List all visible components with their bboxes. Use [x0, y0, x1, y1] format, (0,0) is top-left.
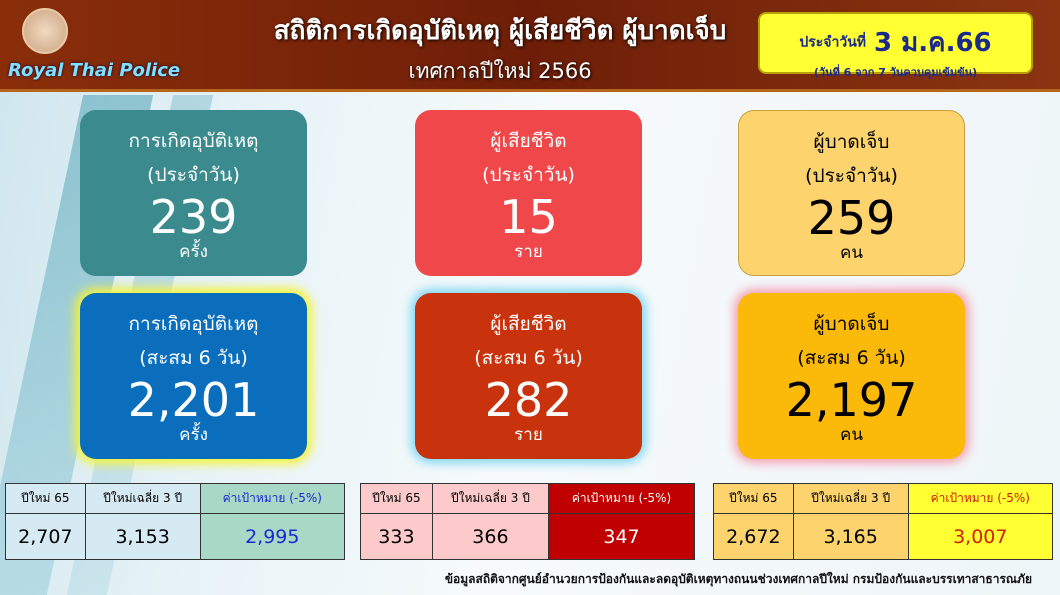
- date-label: ประจำวันที่: [799, 34, 867, 51]
- logo-text: Royal Thai Police: [8, 60, 181, 81]
- card-injuries-cumulative: ผู้บาดเจ็บ (สะสม 6 วัน) 2,197 คน: [738, 293, 965, 459]
- date-value: 3 ม.ค.66: [874, 28, 992, 58]
- header-bar: Royal Thai Police สถิติการเกิดอุบัติเหตุ…: [0, 0, 1060, 92]
- card-accidents-cumulative: การเกิดอุบัติเหตุ (สะสม 6 วัน) 2,201 ครั้ง: [80, 293, 307, 459]
- page-subtitle: เทศกาลปีใหม่ 2566: [408, 59, 592, 83]
- page-title: สถิติการเกิดอุบัติเหตุ ผู้เสียชีวิต ผู้บ…: [273, 16, 727, 46]
- accidents-comparison-table: ปีใหม่ 65 ปีใหม่เฉลี่ย 3 ปี ค่าเป้าหมาย (-…: [5, 483, 346, 560]
- footer-source-note: ข้อมูลสถิติจากศูนย์อำนวยการป้องกันและลดอ…: [444, 572, 1032, 586]
- card-injuries-daily: ผู้บาดเจ็บ (ประจำวัน) 259 คน: [738, 110, 965, 276]
- injuries-comparison-table: ปีใหม่ 65 ปีใหม่เฉลี่ย 3 ปี ค่าเป้าหมาย (-…: [713, 483, 1054, 560]
- card-deaths-daily: ผู้เสียชีวิต (ประจำวัน) 15 ราย: [415, 110, 642, 276]
- deaths-comparison-table: ปีใหม่ 65 ปีใหม่เฉลี่ย 3 ปี ค่าเป้าหมาย (-…: [360, 483, 696, 560]
- date-box: ประจำวันที่ 3 ม.ค.66 (วันที่ 6 จาก 7 วันค…: [758, 12, 1033, 79]
- card-accidents-daily: การเกิดอุบัติเหตุ (ประจำวัน) 239 ครั้ง: [80, 110, 307, 276]
- police-emblem-logo: [22, 8, 68, 54]
- card-deaths-cumulative: ผู้เสียชีวิต (สะสม 6 วัน) 282 ราย: [415, 293, 642, 459]
- date-note: (วันที่ 6 จาก 7 วันควบคุมเข้มข้น): [813, 66, 978, 79]
